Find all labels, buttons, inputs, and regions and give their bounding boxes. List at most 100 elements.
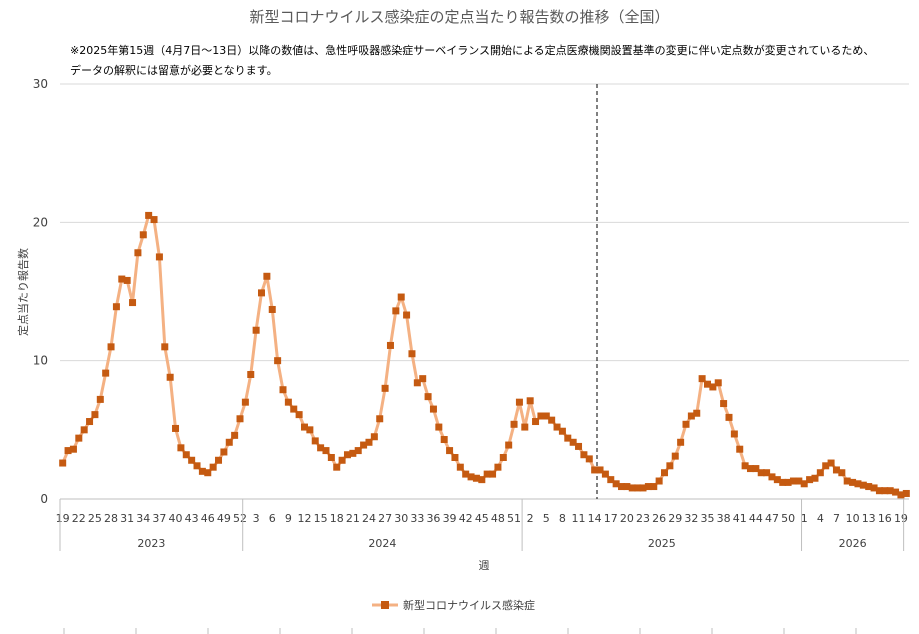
data-point xyxy=(607,476,615,484)
data-point xyxy=(784,478,792,486)
x-tick-label-week: 20 xyxy=(620,512,634,525)
data-point xyxy=(902,489,910,497)
data-point xyxy=(849,478,857,486)
data-point xyxy=(811,474,819,482)
x-tick-label-week: 21 xyxy=(346,512,360,525)
data-point xyxy=(451,454,459,461)
data-point xyxy=(564,434,572,442)
data-point xyxy=(247,371,255,378)
x-tick-label-week: 6 xyxy=(269,512,276,525)
data-point xyxy=(333,463,341,471)
x-tick-label-week: 42 xyxy=(459,512,473,525)
x-tick-label-week: 7 xyxy=(833,512,840,525)
data-point xyxy=(698,375,706,383)
data-point xyxy=(854,480,862,488)
data-point xyxy=(800,480,808,488)
data-point xyxy=(349,449,357,457)
data-point xyxy=(155,253,163,261)
y-tick-label-20: 20 xyxy=(33,215,48,229)
x-tick-label-week: 39 xyxy=(443,512,457,525)
data-point xyxy=(306,426,314,434)
x-tick-label-week: 29 xyxy=(668,512,682,525)
data-point xyxy=(295,411,303,419)
x-tick-label-week: 22 xyxy=(72,512,86,525)
data-point xyxy=(827,459,835,467)
data-point xyxy=(86,418,94,426)
data-point xyxy=(220,448,228,456)
x-tick-label-week: 41 xyxy=(733,512,747,525)
data-point xyxy=(499,454,507,461)
legend-label: 新型コロナウイルス感染症 xyxy=(403,598,535,612)
data-point xyxy=(381,384,389,392)
data-point xyxy=(875,487,883,495)
data-point xyxy=(789,477,797,485)
data-point xyxy=(263,272,271,280)
x-tick-label-week: 4 xyxy=(817,512,824,525)
data-point xyxy=(429,405,437,413)
x-tick-label-week: 25 xyxy=(88,512,102,525)
x-tick-label-week: 5 xyxy=(543,512,550,525)
data-point xyxy=(188,456,196,464)
data-point xyxy=(558,427,566,435)
data-point xyxy=(655,477,663,485)
data-point xyxy=(741,462,749,470)
data-point xyxy=(628,484,636,492)
data-point xyxy=(241,398,249,406)
data-point xyxy=(467,473,475,481)
data-point xyxy=(96,395,104,403)
data-point xyxy=(150,216,158,224)
data-point xyxy=(822,462,830,470)
data-point xyxy=(236,415,244,423)
x-tick-label-week: 37 xyxy=(152,512,166,525)
data-point xyxy=(489,470,497,478)
data-point xyxy=(166,373,174,381)
y-tick-label-30: 30 xyxy=(33,77,48,91)
data-point xyxy=(537,412,545,420)
x-tick-label-week: 43 xyxy=(185,512,199,525)
data-point xyxy=(650,483,658,491)
data-point xyxy=(64,447,72,455)
data-point xyxy=(483,470,491,478)
data-point xyxy=(671,452,679,460)
x-tick-label-week: 27 xyxy=(378,512,392,525)
chart-note-line-2: データの解釈には留意が必要となります。 xyxy=(70,64,278,77)
data-point xyxy=(746,465,754,473)
data-point xyxy=(661,469,669,477)
x-tick-label-week: 1 xyxy=(801,512,808,525)
data-point xyxy=(553,423,561,431)
data-point xyxy=(515,398,523,406)
data-point xyxy=(123,276,131,284)
data-point xyxy=(838,469,846,477)
data-point xyxy=(472,474,480,482)
x-tick-label-week: 33 xyxy=(410,512,424,525)
data-point xyxy=(338,456,346,464)
data-point xyxy=(424,393,432,401)
x-year-label-2023: 2023 xyxy=(137,537,165,550)
x-tick-label-week: 44 xyxy=(749,512,763,525)
data-point xyxy=(268,305,276,313)
data-point xyxy=(392,307,400,315)
data-point xyxy=(806,476,814,484)
data-point xyxy=(419,375,427,383)
data-point xyxy=(300,423,308,431)
data-point xyxy=(403,311,411,319)
data-point xyxy=(118,275,126,283)
data-point xyxy=(59,459,67,467)
data-point xyxy=(182,451,190,459)
data-point xyxy=(795,477,803,485)
chart-title: 新型コロナウイルス感染症の定点当たり報告数の推移（全国） xyxy=(249,8,670,26)
data-point xyxy=(832,466,840,474)
grid-lines xyxy=(60,83,909,362)
data-point xyxy=(290,405,298,413)
data-point xyxy=(687,412,695,420)
data-point xyxy=(585,455,593,463)
data-point xyxy=(897,491,905,499)
data-point xyxy=(779,478,787,486)
data-point xyxy=(386,341,394,349)
data-point xyxy=(682,420,690,428)
data-point xyxy=(720,400,728,408)
x-tick-label-week: 9 xyxy=(285,512,292,525)
data-point xyxy=(601,470,609,478)
x-tick-label-week: 32 xyxy=(684,512,698,525)
data-point xyxy=(327,454,335,461)
